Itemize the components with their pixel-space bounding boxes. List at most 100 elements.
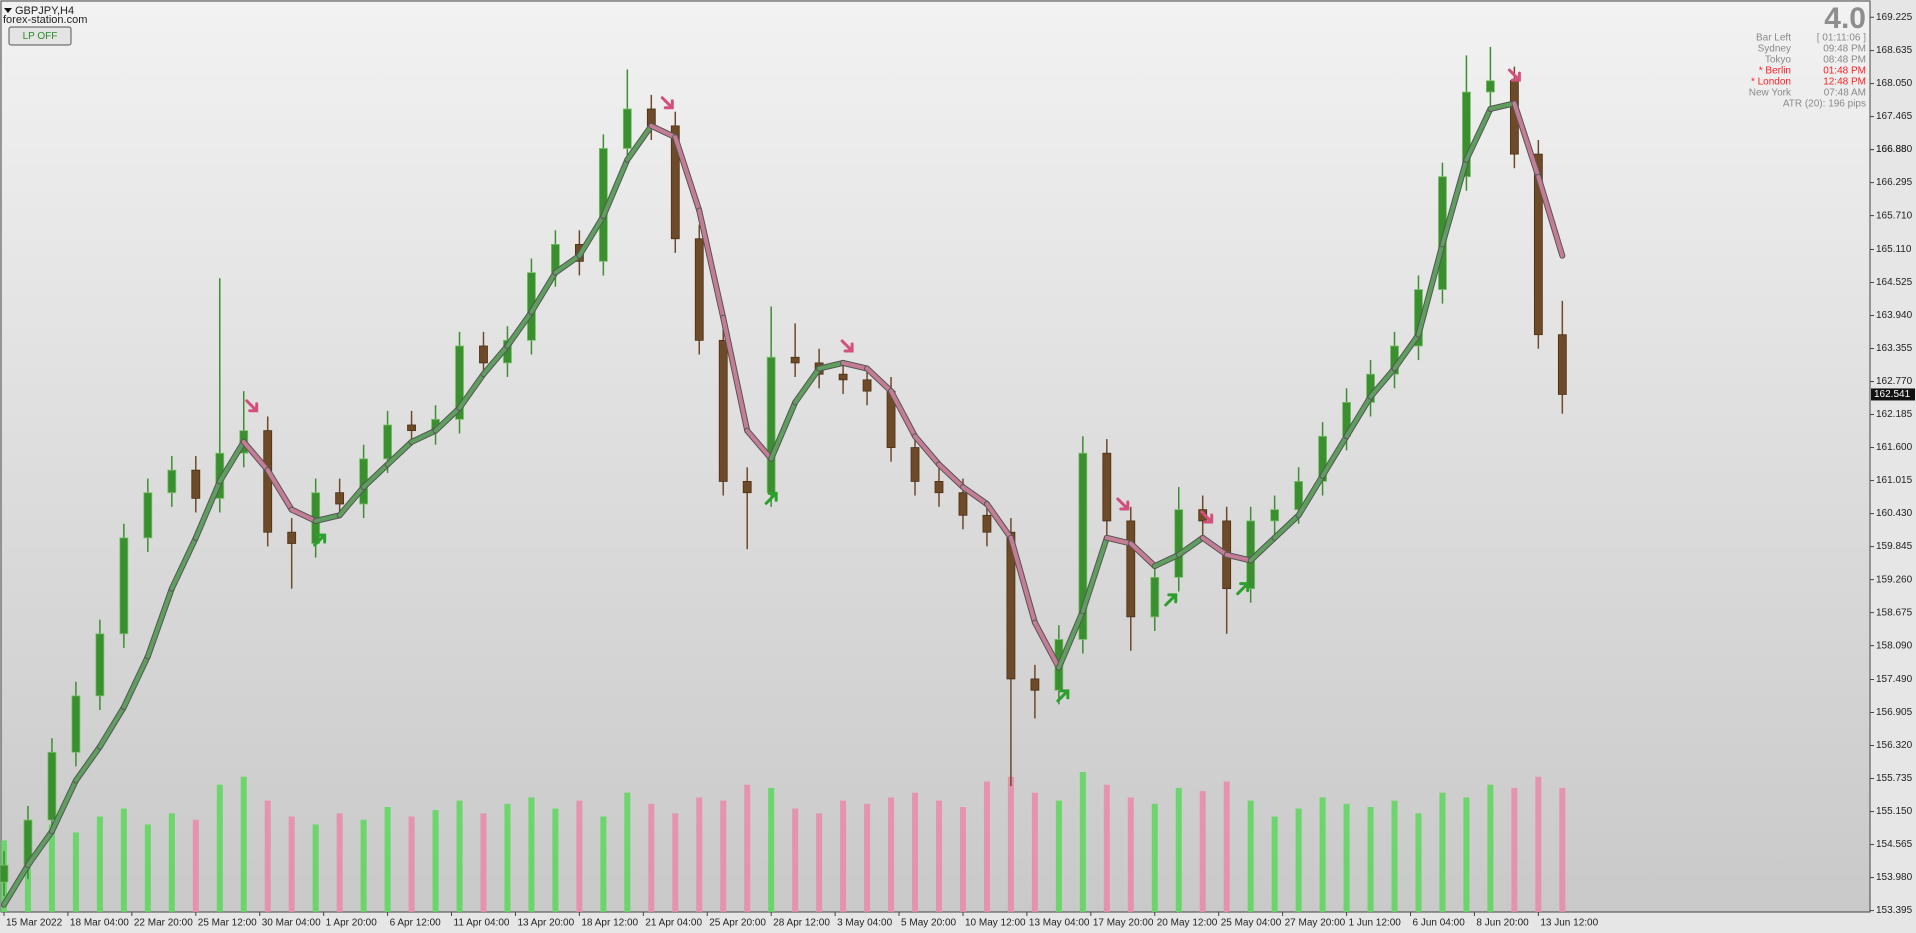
sell-arrow <box>1200 510 1214 524</box>
candle-body <box>1006 531 1016 680</box>
ma-segment <box>241 439 270 473</box>
candle-body <box>1557 334 1567 395</box>
volume-bar <box>96 816 103 912</box>
y-tick-label: 157.490 <box>1876 674 1913 685</box>
buy-arrow <box>1164 593 1178 607</box>
candle-body <box>1174 509 1184 578</box>
price-layer <box>0 46 1567 908</box>
ma-segment <box>649 123 678 140</box>
x-tick-label: 13 Jun 12:00 <box>1540 918 1598 929</box>
candle-body <box>143 492 153 539</box>
volume-bar <box>1007 776 1014 912</box>
x-tick-label: 30 Mar 04:00 <box>262 918 321 929</box>
x-tick-label: 22 Mar 20:00 <box>134 918 193 929</box>
ma-segment <box>457 372 486 411</box>
candle-body <box>694 238 704 341</box>
candle-body <box>479 345 488 364</box>
ma-segment <box>73 744 102 783</box>
sell-arrow <box>840 339 854 353</box>
price-tag <box>1871 388 1915 401</box>
sell-arrow <box>660 96 674 110</box>
y-tick-label: 154.565 <box>1876 839 1913 850</box>
session-time: 09:48 PM <box>1823 44 1866 55</box>
x-tick-label: 17 May 20:00 <box>1093 918 1154 929</box>
session-name: Bar Left <box>1756 33 1791 44</box>
session-name: * London <box>1751 77 1791 88</box>
candle-body <box>1030 678 1040 691</box>
buy-arrow <box>1236 582 1250 596</box>
volume-bar <box>168 813 175 912</box>
candle-body <box>95 633 105 697</box>
ma-segment <box>1392 332 1421 371</box>
ma-segment <box>984 501 1013 540</box>
lp-button[interactable] <box>8 26 72 46</box>
y-tick-label: 166.880 <box>1876 144 1913 155</box>
volume-bar <box>552 808 559 912</box>
symbol-title: GBPJPY,H4 <box>15 5 74 17</box>
volume-bar <box>1271 816 1278 912</box>
volume-bar <box>983 781 990 912</box>
volume-bar <box>624 792 631 912</box>
ma-segment <box>745 428 774 461</box>
x-tick-label: 11 Apr 04:00 <box>454 918 510 929</box>
x-tick-label: 1 Apr 20:00 <box>326 918 378 929</box>
y-tick-label: 163.940 <box>1876 310 1913 321</box>
ma-segment <box>1416 242 1445 337</box>
session-time: 07:48 AM <box>1824 88 1866 99</box>
candle-body <box>1150 576 1160 618</box>
ma-segment <box>25 829 54 868</box>
volume-bar <box>24 848 31 912</box>
candle-body <box>1078 452 1088 640</box>
volume-bar <box>840 800 847 912</box>
volume-layer <box>0 772 1566 912</box>
version-label: 4.0 <box>1824 2 1866 35</box>
x-tick-label: 25 Apr 20:00 <box>709 918 766 929</box>
volume-bar <box>576 800 583 912</box>
ma-segment <box>577 214 606 258</box>
site-label: forex-station.com <box>3 14 87 26</box>
y-tick-label: 162.185 <box>1876 409 1913 420</box>
price-tag-label: 162.541 <box>1874 389 1911 400</box>
y-tick-label: 168.050 <box>1876 78 1913 89</box>
x-tick-label: 13 Apr 20:00 <box>517 918 574 929</box>
x-tick-label: 27 May 20:00 <box>1285 918 1346 929</box>
session-time: 12:48 PM <box>1823 77 1866 88</box>
y-tick-label: 161.600 <box>1876 442 1913 453</box>
ma-segment <box>865 366 894 394</box>
ma-segment <box>505 310 534 348</box>
volume-bar <box>1415 813 1422 912</box>
x-tick-label: 21 Apr 04:00 <box>645 918 702 929</box>
volume-bar <box>360 819 367 912</box>
volume-bar <box>192 819 199 912</box>
candle-body <box>670 125 680 240</box>
y-tick-label: 155.150 <box>1876 806 1913 817</box>
ma-segment <box>1032 620 1061 670</box>
session-name: New York <box>1749 88 1792 99</box>
ma-segment <box>361 462 390 490</box>
buy-arrow <box>313 533 327 547</box>
x-tick-label: 6 Jun 04:00 <box>1412 918 1465 929</box>
candle-body <box>910 447 920 482</box>
candle-body <box>383 424 392 460</box>
y-tick-label: 165.710 <box>1876 210 1913 221</box>
candle-body <box>71 695 81 753</box>
x-tick-label: 1 Jun 12:00 <box>1349 918 1402 929</box>
volume-bar <box>1103 784 1110 912</box>
y-tick-label: 159.260 <box>1876 574 1913 585</box>
ma-segment <box>960 485 989 506</box>
ma-segment <box>265 468 294 512</box>
x-tick-label: 10 May 12:00 <box>965 918 1026 929</box>
volume-bar <box>1511 787 1518 912</box>
volume-bar <box>264 800 271 912</box>
ma-segment <box>145 586 174 659</box>
ma-segment <box>529 270 558 315</box>
y-tick-label: 158.090 <box>1876 640 1913 651</box>
volume-bar <box>888 797 895 912</box>
y-tick-label: 166.295 <box>1876 177 1913 188</box>
x-tick-label: 5 May 20:00 <box>901 918 956 929</box>
ma-segment <box>793 366 822 405</box>
collapse-icon[interactable] <box>4 8 12 13</box>
ma-segment <box>1296 473 1325 518</box>
x-tick-label: 20 May 12:00 <box>1157 918 1218 929</box>
